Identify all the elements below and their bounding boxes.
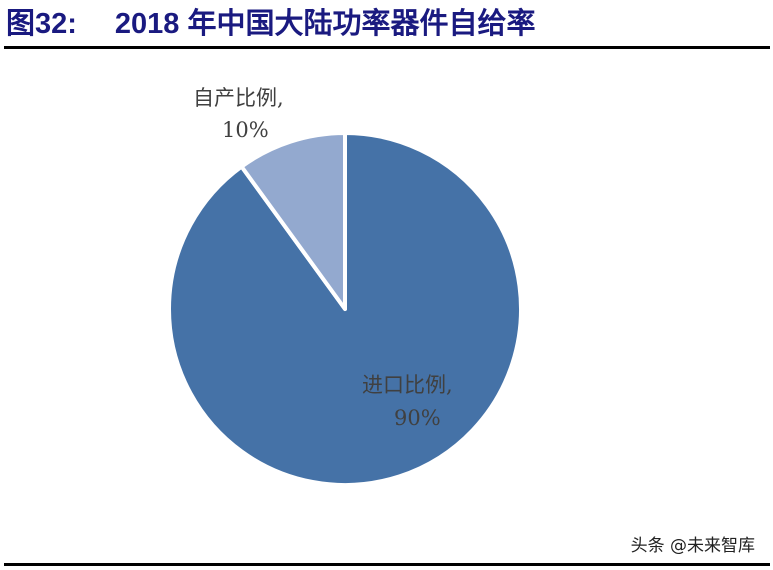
chart-title: 2018 年中国大陆功率器件自给率	[114, 8, 536, 40]
pie-slice-1	[239, 131, 347, 311]
figure-title: 图32: 2018 年中国大陆功率器件自给率	[6, 4, 536, 44]
pie-slices	[167, 131, 523, 487]
import-value: 90%	[394, 406, 441, 430]
watermark: 头条 @未来智库	[630, 536, 755, 556]
self-produced-value: 10%	[222, 118, 269, 142]
title-divider	[4, 46, 770, 49]
self-produced-label: 自产比例,	[193, 86, 284, 110]
pie-slice-0	[167, 131, 523, 487]
figure-label: 图32:	[6, 8, 77, 40]
import-label: 进口比例,	[362, 373, 453, 397]
footer-divider	[4, 563, 770, 566]
